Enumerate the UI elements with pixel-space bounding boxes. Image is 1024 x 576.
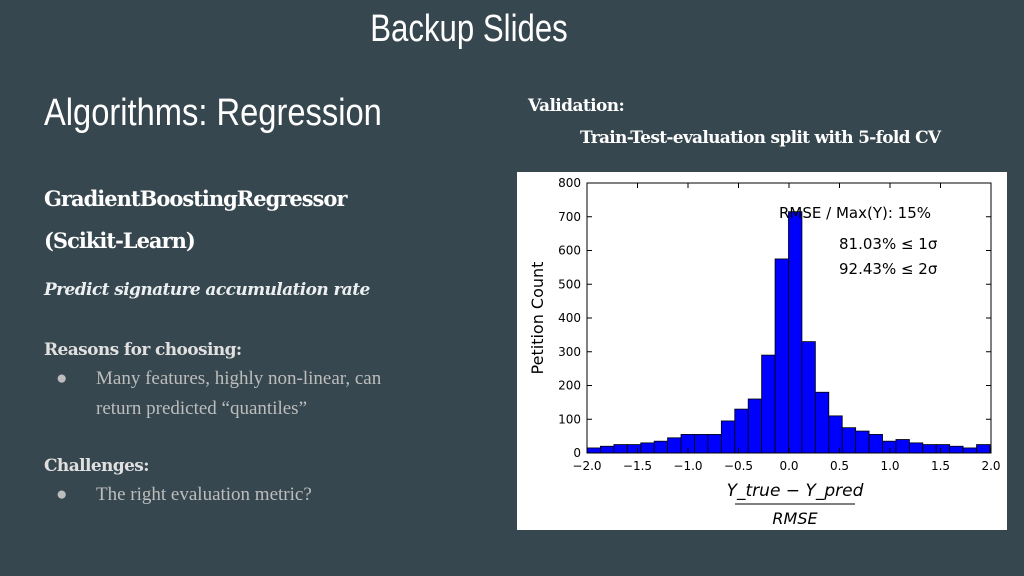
histogram-bar [774, 258, 789, 454]
histogram-bar [788, 211, 803, 454]
histogram-bar [694, 434, 709, 454]
slide-title: Backup Slides [370, 8, 568, 50]
histogram-bar [720, 420, 736, 454]
x-axis-label-denominator: RMSE [772, 509, 818, 528]
histogram-bar [949, 445, 964, 454]
histogram-bar [855, 430, 870, 454]
model-name: GradientBoostingRegressor (Scikit-Learn) [44, 178, 347, 262]
x-tick-label: −1.5 [623, 459, 652, 473]
y-tick-label: 300 [558, 345, 581, 359]
x-tick-label: 1.0 [880, 459, 899, 473]
x-tick-label: 0.0 [779, 459, 798, 473]
histogram-bar [586, 447, 601, 454]
y-ticks: 0 100 200 300 400 500 600 700 800 [558, 176, 991, 460]
histogram-bar [922, 444, 937, 454]
reasons-heading: Reasons for choosing: [44, 340, 242, 360]
bullet-dot-icon: ● [56, 484, 68, 505]
x-tick-label: −1.0 [673, 459, 702, 473]
model-name-line1: GradientBoostingRegressor [44, 186, 347, 211]
histogram-bar [828, 415, 843, 454]
x-tick-label: 0.5 [830, 459, 849, 473]
histogram-bar [600, 445, 615, 454]
histogram-bar [882, 440, 897, 454]
histogram-bar [653, 440, 668, 454]
annotation-2sigma: 92.43% ≤ 2σ [839, 260, 938, 278]
annotation-1sigma: 81.03% ≤ 1σ [839, 235, 938, 253]
histogram-bar [841, 427, 857, 454]
y-tick-label: 0 [573, 446, 581, 460]
histogram-bar [747, 398, 763, 454]
histogram-bar [667, 437, 682, 454]
histogram-bar [895, 439, 910, 454]
model-name-line2: (Scikit-Learn) [44, 228, 196, 253]
y-tick-label: 600 [558, 244, 581, 258]
reasons-line-1: Many features, highly non-linear, can [96, 368, 382, 389]
histogram-bar [868, 434, 883, 454]
histogram-bar [962, 447, 977, 454]
histogram-bar [640, 442, 655, 454]
y-axis-label: Petition Count [528, 262, 547, 375]
challenges-heading: Challenges: [44, 456, 150, 476]
goal-text: Predict signature accumulation rate [44, 280, 370, 300]
bars-layer [586, 211, 992, 454]
reasons-line-2: return predicted “quantiles” [96, 398, 308, 419]
y-tick-label: 800 [558, 176, 581, 190]
y-tick-label: 700 [558, 210, 581, 224]
histogram-chart: 0 100 200 300 400 500 600 700 800 −2.0 −1.5 −1.0 −0… [517, 172, 1007, 530]
histogram-bar [801, 341, 816, 454]
x-tick-label: 1.5 [931, 459, 950, 473]
y-tick-label: 400 [558, 311, 581, 325]
y-tick-label: 100 [558, 412, 581, 426]
y-tick-label: 500 [558, 277, 581, 291]
histogram-bar [761, 354, 776, 454]
annotation-rmse: RMSE / Max(Y): 15% [779, 204, 931, 222]
histogram-bar [976, 444, 991, 454]
histogram-bar [613, 444, 628, 454]
histogram-bar [814, 391, 830, 454]
x-axis-label-numerator: Y_true − Y_pred [727, 481, 864, 501]
validation-label: Validation: [528, 96, 625, 116]
histogram-svg: 0 100 200 300 400 500 600 700 800 −2.0 −1.5 −1.0 −0… [528, 176, 1001, 528]
x-tick-label: −0.5 [724, 459, 753, 473]
histogram-bar [707, 434, 722, 454]
x-tick-label: 2.0 [981, 459, 1000, 473]
validation-description: Train-Test-evaluation split with 5-fold … [580, 128, 941, 148]
y-tick-label: 200 [558, 379, 581, 393]
histogram-bar [935, 444, 951, 454]
section-heading: Algorithms: Regression [44, 92, 382, 134]
bullet-dot-icon: ● [56, 368, 68, 389]
x-ticks: −2.0 −1.5 −1.0 −0.5 0.0 0.5 1.0 1.5 2.0 [572, 183, 1001, 473]
x-tick-label: −2.0 [572, 459, 601, 473]
challenges-line-1: The right evaluation metric? [96, 484, 312, 505]
histogram-bar [626, 444, 642, 454]
histogram-bar [734, 408, 749, 454]
histogram-bar [908, 442, 924, 454]
